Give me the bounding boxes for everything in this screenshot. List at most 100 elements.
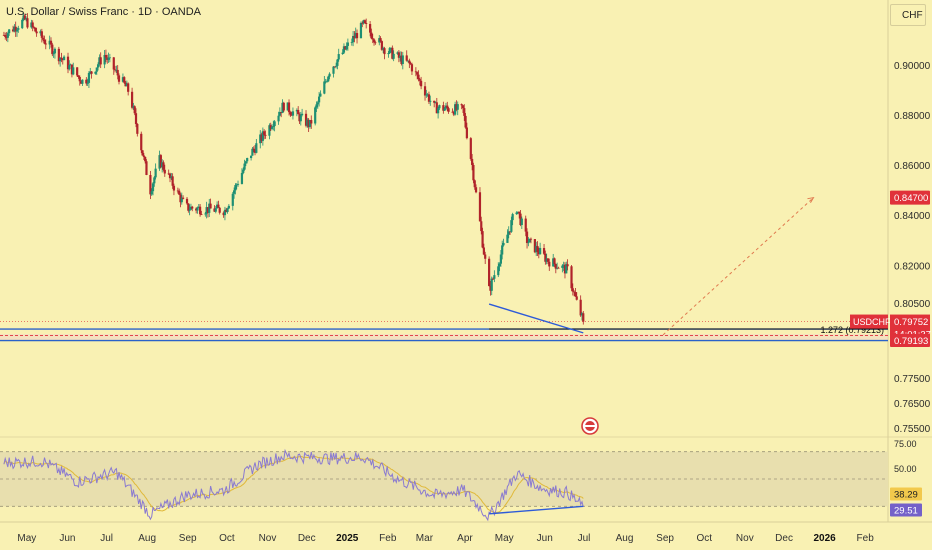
candle-body [474, 187, 478, 193]
candle-body [185, 198, 189, 204]
candle-body [90, 71, 93, 74]
candle-body [240, 172, 244, 184]
price-tick-label: 0.76500 [894, 399, 931, 410]
candle-body [427, 94, 431, 102]
candle-body [59, 57, 62, 62]
candle-body [438, 105, 441, 109]
candle-body [324, 81, 327, 83]
candle-body [5, 36, 8, 38]
candle-body [187, 203, 190, 211]
candle-body [134, 113, 138, 124]
candle-body [520, 218, 523, 226]
candle-body [306, 119, 309, 126]
candle-body [446, 105, 449, 109]
candle-body [575, 296, 578, 300]
price-tick-label: 0.82000 [894, 261, 931, 272]
candle-body [208, 203, 211, 213]
candle-body [545, 258, 548, 262]
candle-body [31, 22, 34, 28]
candle-body [469, 138, 472, 159]
candle-body [52, 53, 55, 55]
candle-body [497, 266, 500, 276]
candle-body [62, 56, 66, 61]
candle-body [168, 173, 172, 179]
candle-body [544, 253, 547, 262]
candle-body [314, 107, 317, 124]
candle-body [167, 173, 170, 175]
time-axis-label: Feb [857, 533, 875, 544]
candle-body [81, 79, 84, 84]
rsi-value-tag-bg [890, 503, 922, 517]
candle-body [130, 91, 134, 108]
candle-body [554, 263, 557, 269]
candle-body [11, 29, 15, 32]
candle-body [209, 203, 212, 209]
candle-body [21, 19, 24, 29]
candle-body [304, 113, 308, 126]
price-tick-label: 0.84000 [894, 211, 931, 222]
time-axis-label: May [17, 533, 36, 544]
candle-body [437, 108, 440, 114]
candle-body [518, 211, 521, 214]
candle-body [328, 73, 331, 77]
candle-body [484, 254, 487, 259]
candle-body [342, 46, 346, 53]
symbol-tag-text: USDCHF [853, 317, 891, 327]
candle-body [141, 150, 144, 156]
candle-body [527, 242, 530, 244]
candle-body [405, 55, 408, 61]
candle-body [17, 28, 20, 30]
candle-body [225, 209, 228, 212]
candle-body [515, 212, 518, 215]
candle-body [112, 57, 115, 70]
candle-body [34, 27, 37, 32]
candle-body [66, 56, 70, 70]
candle-body [456, 104, 459, 110]
candle-body [454, 104, 457, 115]
candle-body [263, 131, 266, 135]
candle-body [363, 20, 366, 24]
candle-body [582, 313, 585, 322]
candle-body [251, 148, 254, 156]
candle-body [125, 83, 128, 87]
candle-body [516, 211, 519, 213]
candle-body [372, 39, 376, 43]
candle-body [426, 94, 429, 96]
candle-body [374, 42, 377, 44]
candle-body [264, 134, 267, 136]
candle-body [273, 121, 276, 127]
candle-body [378, 38, 381, 43]
candle-body [99, 57, 102, 65]
candle-body [397, 52, 400, 58]
candle-body [25, 18, 28, 20]
candle-body [8, 29, 11, 34]
candle-body [162, 162, 165, 170]
currency-button[interactable] [890, 4, 926, 26]
candle-body [268, 125, 271, 136]
candle-body [286, 102, 289, 111]
candle-body [493, 275, 496, 279]
rsi-ma-value-tag-bg [890, 487, 922, 501]
candle-body [223, 209, 227, 216]
candle-body [315, 104, 318, 108]
candle-body [354, 33, 357, 39]
candle-body [565, 264, 568, 274]
candle-body [103, 54, 106, 65]
candle-body [399, 55, 402, 58]
candle-body [159, 155, 162, 168]
candle-body [533, 239, 536, 253]
candle-body [6, 33, 9, 38]
candle-body [556, 267, 559, 269]
candle-body [277, 115, 280, 122]
candle-body [443, 108, 446, 111]
candle-body [272, 126, 275, 128]
candle-body [144, 156, 147, 162]
candle-body [392, 53, 395, 59]
candle-body [451, 111, 454, 113]
support-price-tag: 0.79193 [890, 334, 930, 348]
candle-body [580, 313, 584, 316]
price-tick-label: 0.86000 [894, 161, 931, 172]
time-axis-label: Apr [457, 533, 473, 544]
